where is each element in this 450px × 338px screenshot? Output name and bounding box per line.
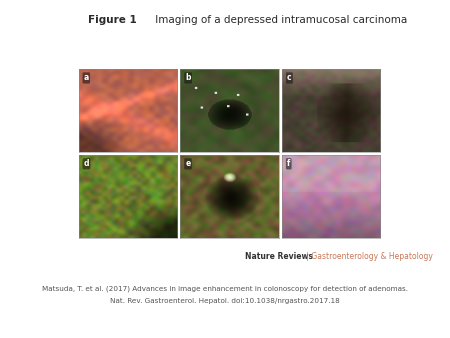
- Text: Matsuda, T. et al. (2017) Advances in image enhancement in colonoscopy for detec: Matsuda, T. et al. (2017) Advances in im…: [42, 286, 408, 292]
- Text: d: d: [84, 159, 89, 168]
- Text: Figure 1: Figure 1: [88, 15, 136, 25]
- Text: a: a: [84, 73, 89, 82]
- Text: Imaging of a depressed intramucosal carcinoma: Imaging of a depressed intramucosal carc…: [152, 15, 407, 25]
- Text: Nat. Rev. Gastroenterol. Hepatol. doi:10.1038/nrgastro.2017.18: Nat. Rev. Gastroenterol. Hepatol. doi:10…: [110, 298, 340, 304]
- Text: Nature Reviews: Nature Reviews: [245, 252, 313, 261]
- Text: c: c: [287, 73, 292, 82]
- Text: f: f: [287, 159, 290, 168]
- Text: | Gastroenterology & Hepatology: | Gastroenterology & Hepatology: [304, 252, 432, 261]
- Text: b: b: [185, 73, 191, 82]
- Text: e: e: [185, 159, 191, 168]
